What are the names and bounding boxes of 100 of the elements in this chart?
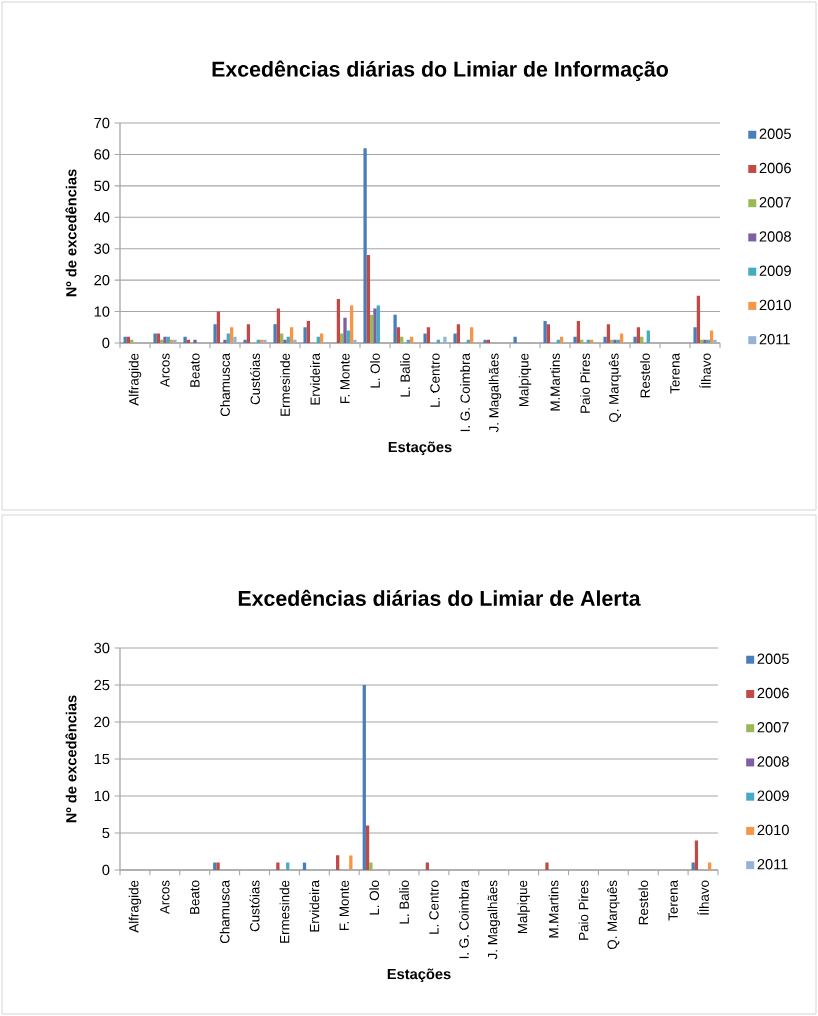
- bar: [363, 148, 367, 343]
- x-tick-label: M.Martins: [548, 880, 559, 938]
- bar: [169, 339, 174, 343]
- x-axis-title: Estações: [387, 968, 451, 983]
- x-tick-label: Chamusca: [220, 353, 230, 417]
- bar: [589, 339, 594, 343]
- y-tick-label: 15: [94, 753, 110, 765]
- y-tick-label: 20: [94, 716, 110, 728]
- y-tick-label: 10: [94, 306, 110, 317]
- bar: [233, 336, 237, 343]
- y-tick-label: 10: [94, 790, 110, 802]
- bar: [580, 339, 584, 343]
- bar: [406, 339, 410, 343]
- x-tick-label: Restelo: [640, 353, 650, 398]
- y-axis-title: Nº de excedências: [65, 695, 77, 823]
- x-tick-label: J. Magalhães: [487, 880, 500, 960]
- bar: [694, 840, 699, 870]
- x-tick-label: Arcos: [160, 880, 170, 915]
- bar: [545, 862, 549, 870]
- y-tick-label: 70: [94, 117, 110, 129]
- x-tick-label: Q. Marquês: [608, 353, 622, 423]
- legend-label: 2007: [757, 722, 789, 733]
- bar: [336, 855, 340, 870]
- bar: [303, 327, 307, 343]
- legend-label: 2010: [757, 824, 789, 836]
- y-axis-title: Nº de excedências: [65, 169, 77, 297]
- x-tick-label: I. G. Coimbra: [460, 353, 470, 432]
- y-tick-label: 0: [102, 337, 110, 349]
- bar: [576, 320, 581, 343]
- x-tick-label: Q. Marquês: [607, 880, 620, 950]
- bar: [256, 339, 260, 343]
- legend-label: 2009: [759, 265, 791, 276]
- bar: [293, 339, 297, 343]
- bar: [259, 339, 264, 343]
- bar: [213, 324, 217, 343]
- bar: [336, 298, 341, 343]
- y-tick-label: 50: [94, 180, 110, 192]
- bar: [276, 308, 281, 343]
- bar: [370, 314, 374, 343]
- bar: [513, 336, 517, 343]
- x-tick-label: L. Balio: [399, 880, 409, 924]
- bar: [173, 339, 177, 343]
- bar: [646, 330, 650, 343]
- bar: [243, 339, 247, 343]
- bar: [423, 333, 427, 343]
- x-tick-label: L. Centro: [430, 353, 440, 407]
- y-tick-label: 60: [94, 149, 110, 160]
- bar: [693, 327, 697, 343]
- x-tick-label: Paio Pires: [580, 353, 590, 413]
- bar: [366, 255, 371, 343]
- bar: [393, 314, 397, 343]
- x-tick-label: Chamusca: [219, 880, 230, 944]
- bar: [466, 339, 470, 343]
- bar: [276, 862, 280, 870]
- x-tick-label: M.Martins: [550, 353, 560, 411]
- bar: [606, 324, 611, 343]
- bar: [456, 324, 461, 343]
- bar: [289, 327, 294, 343]
- bar: [369, 862, 373, 870]
- legend-label: 2009: [757, 790, 789, 801]
- x-tick-label: Arcos: [160, 353, 170, 388]
- bar: [713, 339, 717, 343]
- bar: [362, 685, 366, 870]
- bar: [183, 336, 187, 343]
- x-tick-label: L. Centro: [429, 880, 439, 934]
- chart-title: Excedências diárias do Limiar de Alerta: [238, 589, 641, 606]
- legend-label: 2005: [759, 128, 791, 139]
- legend-label: 2006: [759, 162, 791, 174]
- x-tick-label: Custóias: [249, 880, 260, 932]
- legend-label: 2006: [757, 687, 789, 699]
- bar: [229, 327, 234, 343]
- bar: [546, 324, 551, 343]
- bar: [193, 339, 197, 343]
- bar: [223, 339, 227, 343]
- legend-label: 2008: [757, 756, 789, 767]
- bar: [469, 327, 474, 343]
- x-tick-label: Alfragide: [128, 880, 142, 933]
- bar: [573, 336, 577, 343]
- bar: [603, 336, 607, 343]
- x-tick-label: F. Monte: [340, 353, 350, 404]
- x-tick-label: Beato: [190, 880, 200, 914]
- x-tick-label: L. Olo: [369, 880, 380, 915]
- y-tick-label: 0: [102, 864, 110, 876]
- bar: [186, 339, 191, 343]
- bar: [486, 339, 491, 343]
- legend-label: 2008: [759, 231, 791, 242]
- x-tick-label: Ílhavo: [697, 880, 709, 915]
- bar: [130, 339, 134, 343]
- bar: [556, 339, 560, 343]
- bar: [246, 324, 251, 343]
- x-tick-label: Ermesinde: [279, 880, 290, 943]
- x-tick-label: L. Balio: [400, 353, 410, 397]
- x-tick-label: I. G. Coimbra: [458, 880, 469, 959]
- bar: [365, 825, 370, 870]
- y-tick-label: 5: [102, 827, 110, 839]
- x-tick-label: Alfragide: [128, 353, 142, 406]
- legend-label: 2010: [759, 299, 791, 311]
- chart-title: Excedências diárias do Limiar de Informação: [212, 60, 668, 81]
- bar: [426, 327, 431, 343]
- x-tick-label: Ervideira: [310, 353, 320, 405]
